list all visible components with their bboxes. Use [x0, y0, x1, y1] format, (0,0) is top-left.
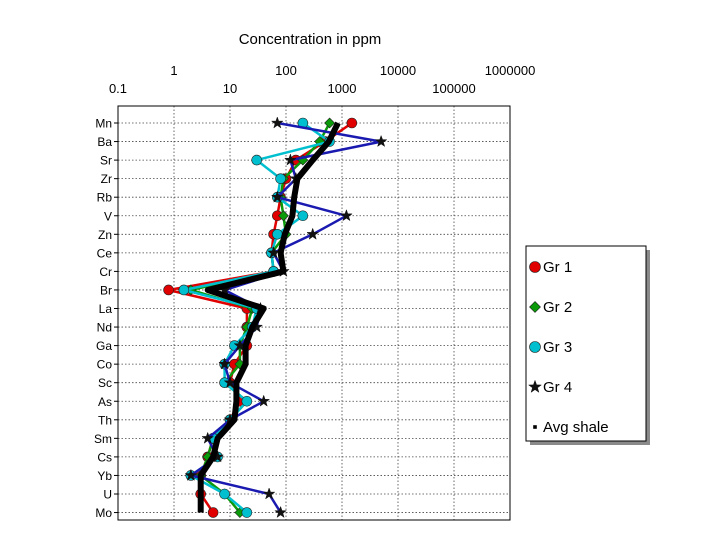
category-axis: Mn Ba Sr Zr Rb V Zn Ce Cr Br La Nd Ga Co Sc As Th Sm Cs Yb U…: [94, 117, 118, 520]
category-label: Th: [98, 413, 112, 427]
data-point: [218, 357, 232, 370]
category-label: Cr: [99, 265, 112, 279]
data-point: [219, 488, 230, 500]
legend-marker: [529, 261, 541, 273]
data-point: [270, 190, 284, 203]
legend: Gr 1 Gr 2 Gr 3 Gr 4 Avg shale: [525, 245, 650, 445]
data-point: [241, 507, 253, 518]
legend-marker: [529, 301, 541, 313]
data-point: [207, 507, 219, 518]
legend-label: Gr 3: [543, 339, 572, 356]
category-label: Br: [100, 283, 112, 297]
x-tick-label-bottom: 1000: [328, 81, 357, 96]
data-point: [278, 210, 289, 222]
data-point: [346, 117, 358, 129]
legend-label: Gr 2: [543, 299, 572, 316]
data-point: [163, 284, 174, 296]
data-point: [241, 395, 253, 407]
x-tick-label-top: 1: [170, 63, 177, 78]
category-label: Mn: [95, 117, 112, 131]
data-point: [201, 431, 215, 444]
legend-label: Avg shale: [543, 419, 609, 436]
data-point: [257, 394, 271, 407]
category-label: As: [98, 395, 112, 409]
legend-marker: [529, 341, 541, 353]
legend-marker: [533, 425, 537, 429]
chart-title: Concentration in ppm: [239, 31, 382, 48]
series-line: [197, 121, 341, 513]
x-tick-label-bottom: 100000: [432, 81, 475, 96]
x-tick-label-bottom: 0.1: [109, 81, 127, 96]
data-point: [184, 468, 198, 481]
data-point: [272, 229, 283, 240]
data-point: [178, 284, 190, 296]
category-label: La: [99, 302, 113, 316]
category-label: Co: [97, 358, 113, 372]
category-label: Nd: [97, 321, 112, 335]
data-point: [274, 505, 288, 519]
legend-marker: [527, 379, 543, 393]
category-label: U: [103, 488, 112, 502]
x-tick-label-top: 10000: [380, 63, 416, 78]
x-axis-ticks: 1 100 10000 1000000 0.1 10 1000 100000: [109, 63, 535, 96]
data-point: [339, 209, 353, 222]
series: [163, 116, 388, 519]
data-point: [267, 246, 281, 259]
series-avg-shale: [197, 121, 341, 513]
category-label: Yb: [97, 469, 112, 483]
legend-label: Gr 4: [543, 379, 572, 396]
category-label: Ba: [97, 135, 112, 149]
legend-box: [525, 245, 647, 442]
data-point: [270, 116, 284, 129]
category-label: Zr: [101, 172, 112, 186]
x-tick-label-top: 100: [275, 63, 297, 78]
data-point: [324, 117, 336, 129]
category-label: Zn: [98, 228, 112, 242]
data-point: [262, 487, 276, 500]
category-label: Mo: [95, 506, 112, 520]
data-point: [275, 173, 286, 184]
category-label: Rb: [97, 191, 113, 205]
category-label: Ga: [96, 339, 112, 353]
category-label: V: [104, 209, 112, 223]
category-label: Sr: [100, 154, 112, 168]
category-label: Ce: [97, 246, 113, 260]
series-line: [189, 122, 331, 514]
data-point: [283, 153, 297, 166]
grid: [117, 106, 511, 520]
category-label: Cs: [97, 450, 112, 464]
x-tick-label-bottom: 10: [223, 81, 237, 96]
plot-frame: [117, 105, 511, 521]
data-point: [297, 210, 309, 222]
data-point: [306, 227, 320, 240]
category-label: Sm: [94, 432, 112, 446]
data-point: [374, 134, 388, 148]
legend-label: Gr 1: [543, 259, 572, 276]
x-tick-label-top: 1000000: [485, 63, 536, 78]
category-label: Sc: [98, 376, 112, 390]
data-point: [251, 154, 263, 166]
